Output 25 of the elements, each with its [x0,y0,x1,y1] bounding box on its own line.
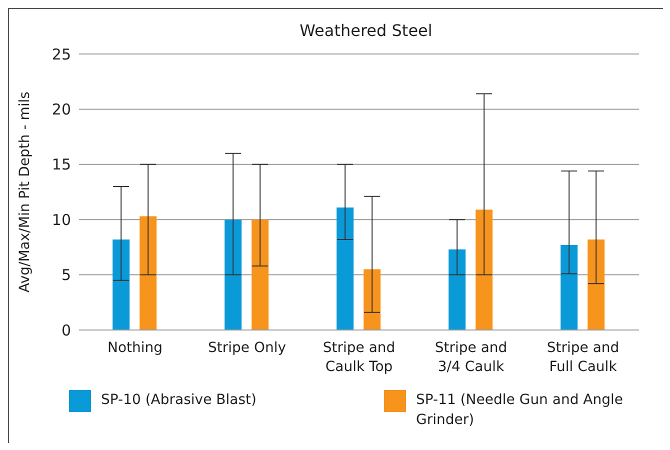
bar [224,220,242,330]
chart-title: Weathered Steel [298,21,434,40]
y-axis-title: Avg/Max/Min Pit Depth - mils [16,92,33,292]
y-tick-label: 5 [61,266,71,284]
legend-label: SP-10 (Abrasive Blast) [101,391,256,410]
x-tick-label: Stripe and Full Caulk [546,340,620,375]
x-tick-label: Nothing [107,340,163,356]
y-tick-label: 15 [52,156,71,174]
x-tick-label: Stripe and 3/4 Caulk [434,340,508,375]
y-tick-label: 10 [52,210,71,229]
y-tick-label: 25 [52,45,71,64]
bar [336,207,354,330]
bar [112,239,130,330]
bar [364,269,381,330]
x-tick-label: Stripe Only [208,340,286,356]
legend-label: SP-11 (Needle Gun and Angle Grinder) [416,391,624,430]
bar [560,244,578,330]
x-tick-label: Stripe and Caulk Top [322,340,396,375]
y-tick-label: 0 [61,321,71,340]
bar [448,249,466,330]
bar [252,220,269,330]
y-tick-label: 20 [52,100,71,119]
bar [140,216,157,330]
bar [588,239,605,330]
bar [476,210,493,330]
